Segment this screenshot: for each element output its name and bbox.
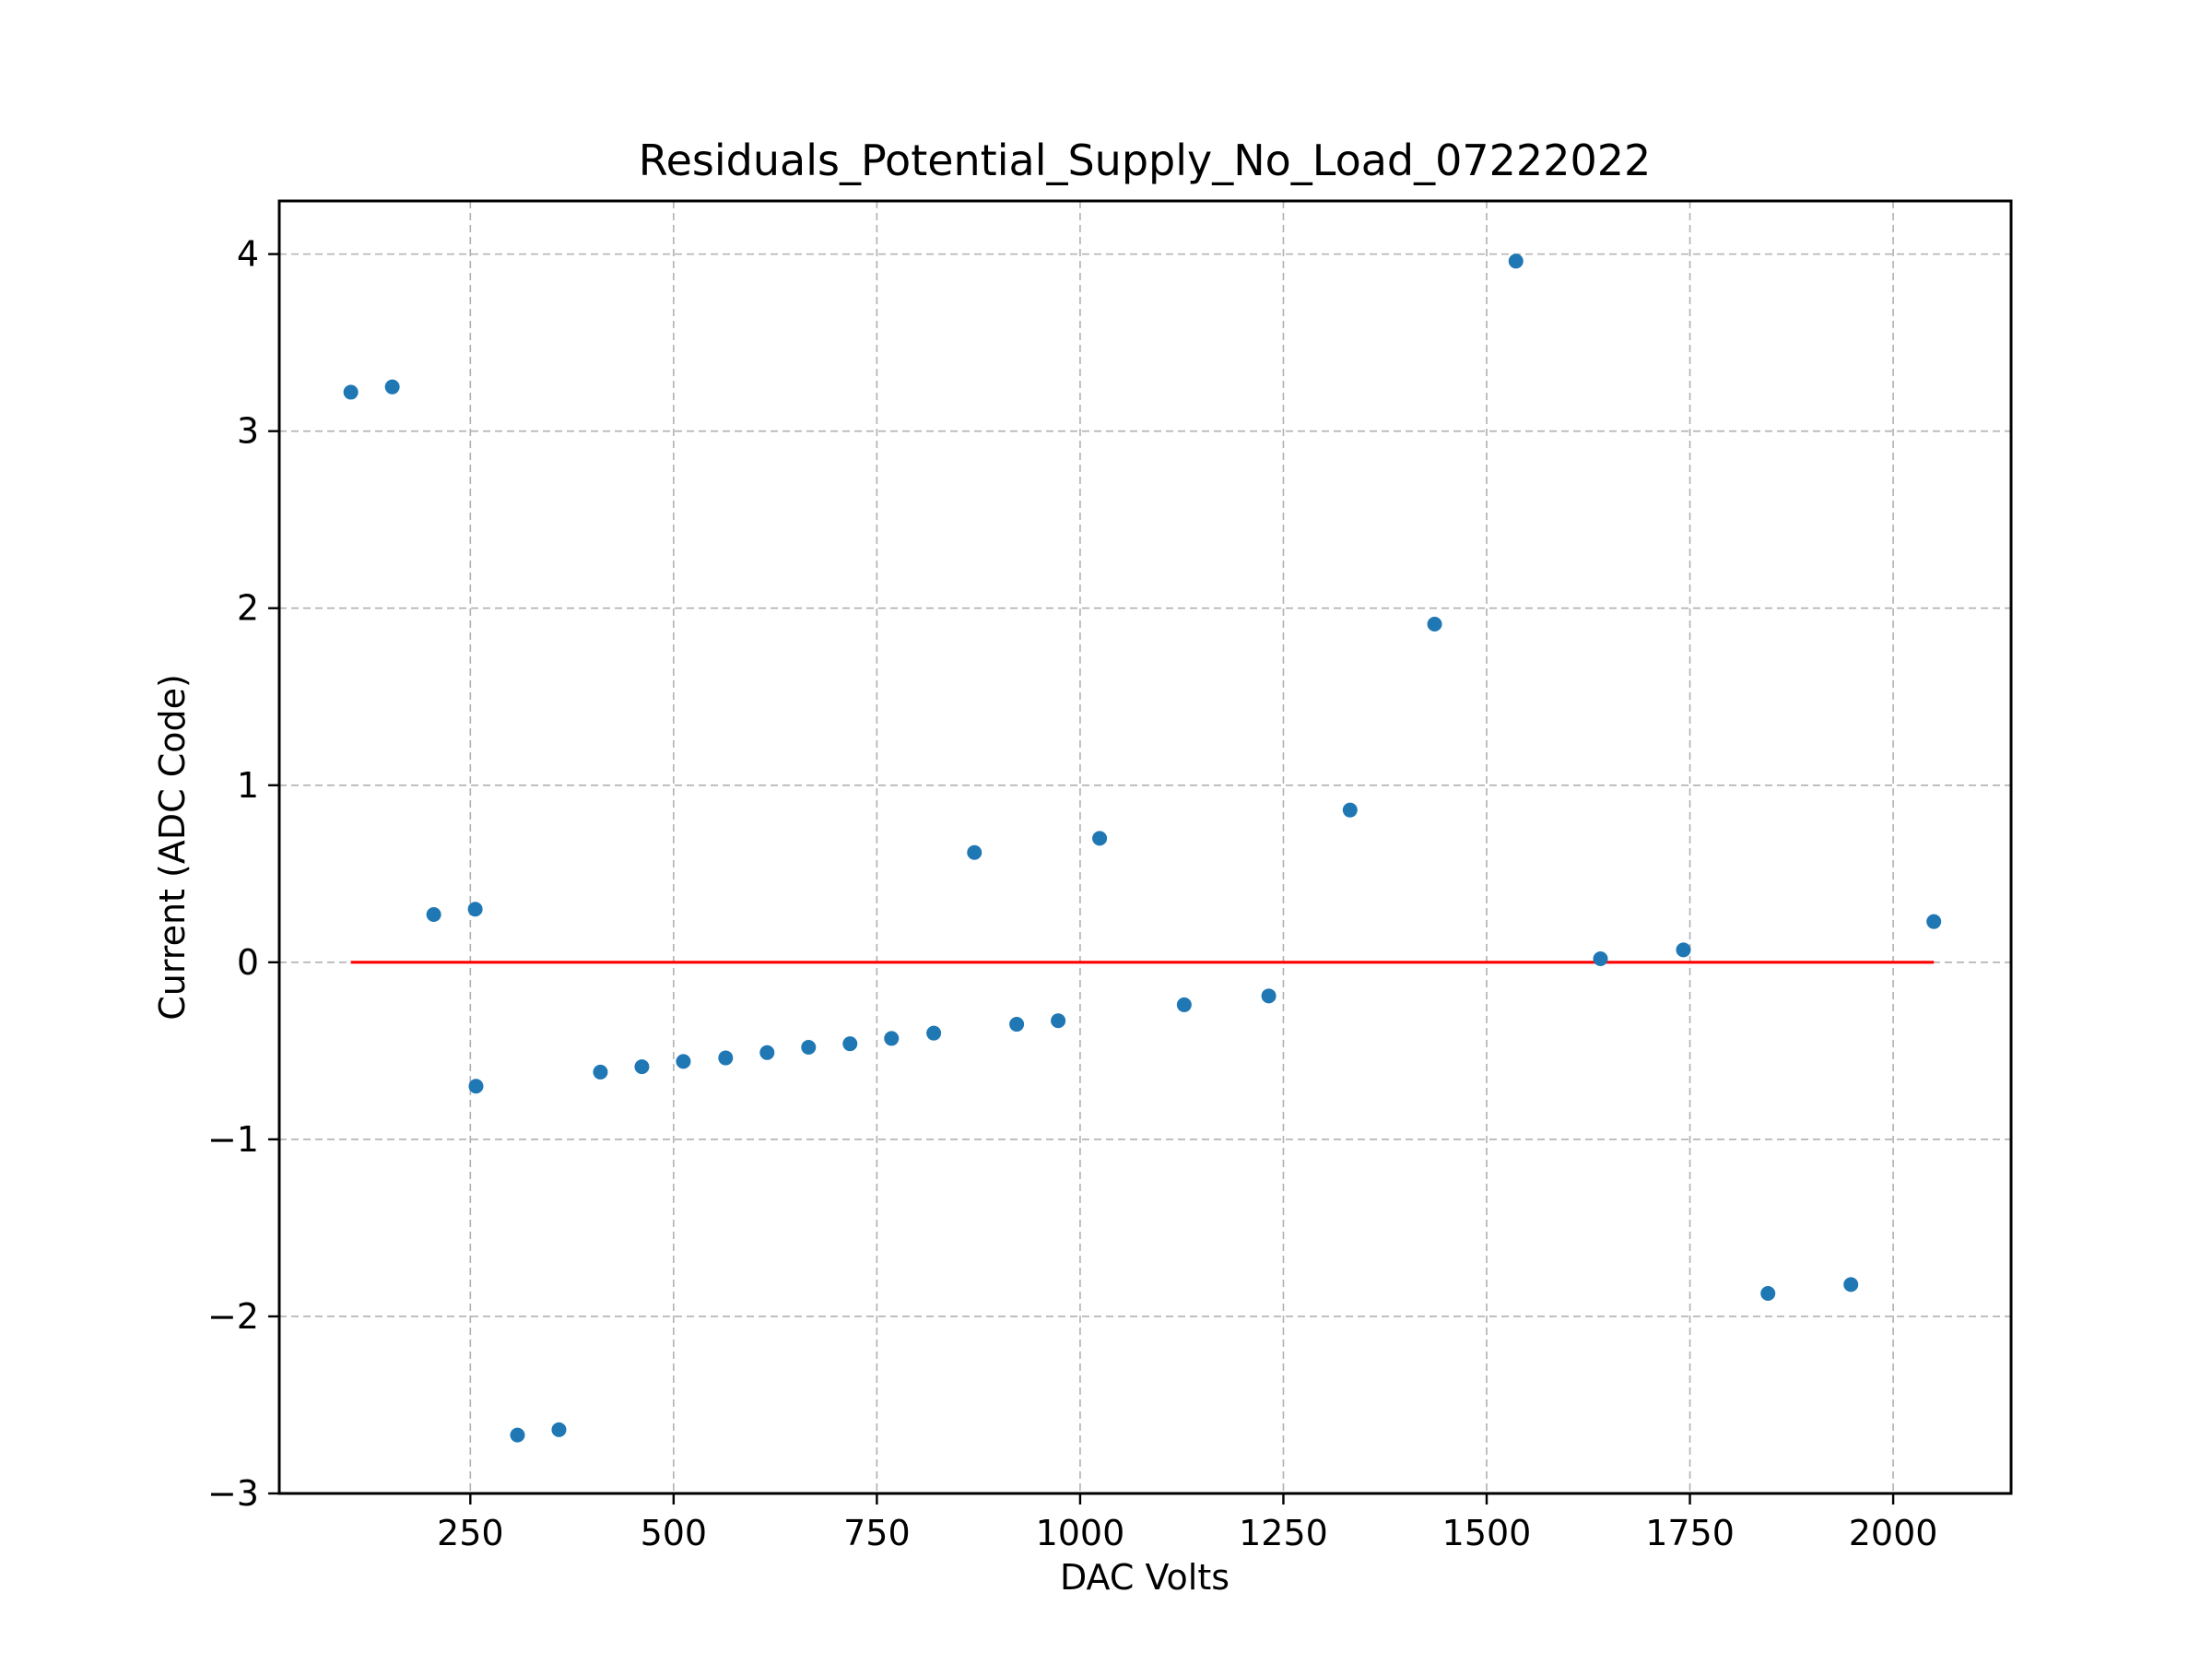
data-point <box>1760 1285 1776 1301</box>
data-points <box>343 254 1942 1443</box>
y-tick-label: 3 <box>237 411 259 452</box>
data-point <box>718 1050 734 1066</box>
data-point <box>551 1422 567 1437</box>
data-point <box>467 902 483 917</box>
data-point <box>1092 831 1108 846</box>
x-tick-label: 2000 <box>1849 1513 1938 1553</box>
data-point <box>1051 1013 1066 1029</box>
ticks: 250 500 750 1000 1250 1500 1750 2000 −3 −2 −1 0 1 2 3 4 <box>207 234 1937 1553</box>
data-point <box>593 1064 608 1080</box>
y-tick-label: −1 <box>207 1119 259 1160</box>
x-tick-label: 1750 <box>1645 1513 1735 1553</box>
data-point <box>384 379 400 395</box>
x-tick-label: 250 <box>437 1513 504 1553</box>
chart-title: Residuals_Potential_Supply_No_Load_07222… <box>639 136 1652 185</box>
data-point <box>884 1031 900 1046</box>
data-point <box>426 906 441 922</box>
y-axis-label: Current (ADC Code) <box>152 674 193 1021</box>
x-tick-label: 500 <box>641 1513 708 1553</box>
data-point <box>967 844 982 860</box>
data-point <box>926 1025 942 1041</box>
x-tick-label: 1250 <box>1239 1513 1328 1553</box>
data-point <box>1843 1277 1859 1292</box>
data-point <box>1176 997 1192 1012</box>
data-point <box>1009 1017 1025 1033</box>
x-tick-label: 750 <box>843 1513 911 1553</box>
data-point <box>1261 988 1277 1004</box>
y-tick-label: 4 <box>237 234 259 275</box>
data-point <box>801 1040 817 1056</box>
x-tick-label: 1000 <box>1036 1513 1125 1553</box>
data-point <box>1593 950 1608 966</box>
data-point <box>343 384 359 400</box>
plot-frame <box>277 199 2013 1495</box>
y-tick-label: 2 <box>237 588 259 629</box>
data-point <box>1342 802 1358 818</box>
data-point <box>634 1059 650 1075</box>
data-point <box>1926 914 1942 929</box>
data-point <box>1676 942 1691 958</box>
y-tick-label: −2 <box>207 1296 259 1337</box>
data-point <box>676 1054 691 1069</box>
y-tick-label: 1 <box>237 765 259 806</box>
data-point <box>510 1427 525 1443</box>
y-tick-label: −3 <box>207 1473 259 1514</box>
data-point <box>1427 617 1442 632</box>
data-point <box>1508 254 1524 269</box>
data-point <box>759 1044 775 1060</box>
data-point <box>842 1036 858 1052</box>
data-point <box>468 1079 484 1094</box>
y-tick-label: 0 <box>237 942 259 983</box>
x-axis-label: DAC Volts <box>1060 1557 1230 1598</box>
x-tick-label: 1500 <box>1442 1513 1532 1553</box>
